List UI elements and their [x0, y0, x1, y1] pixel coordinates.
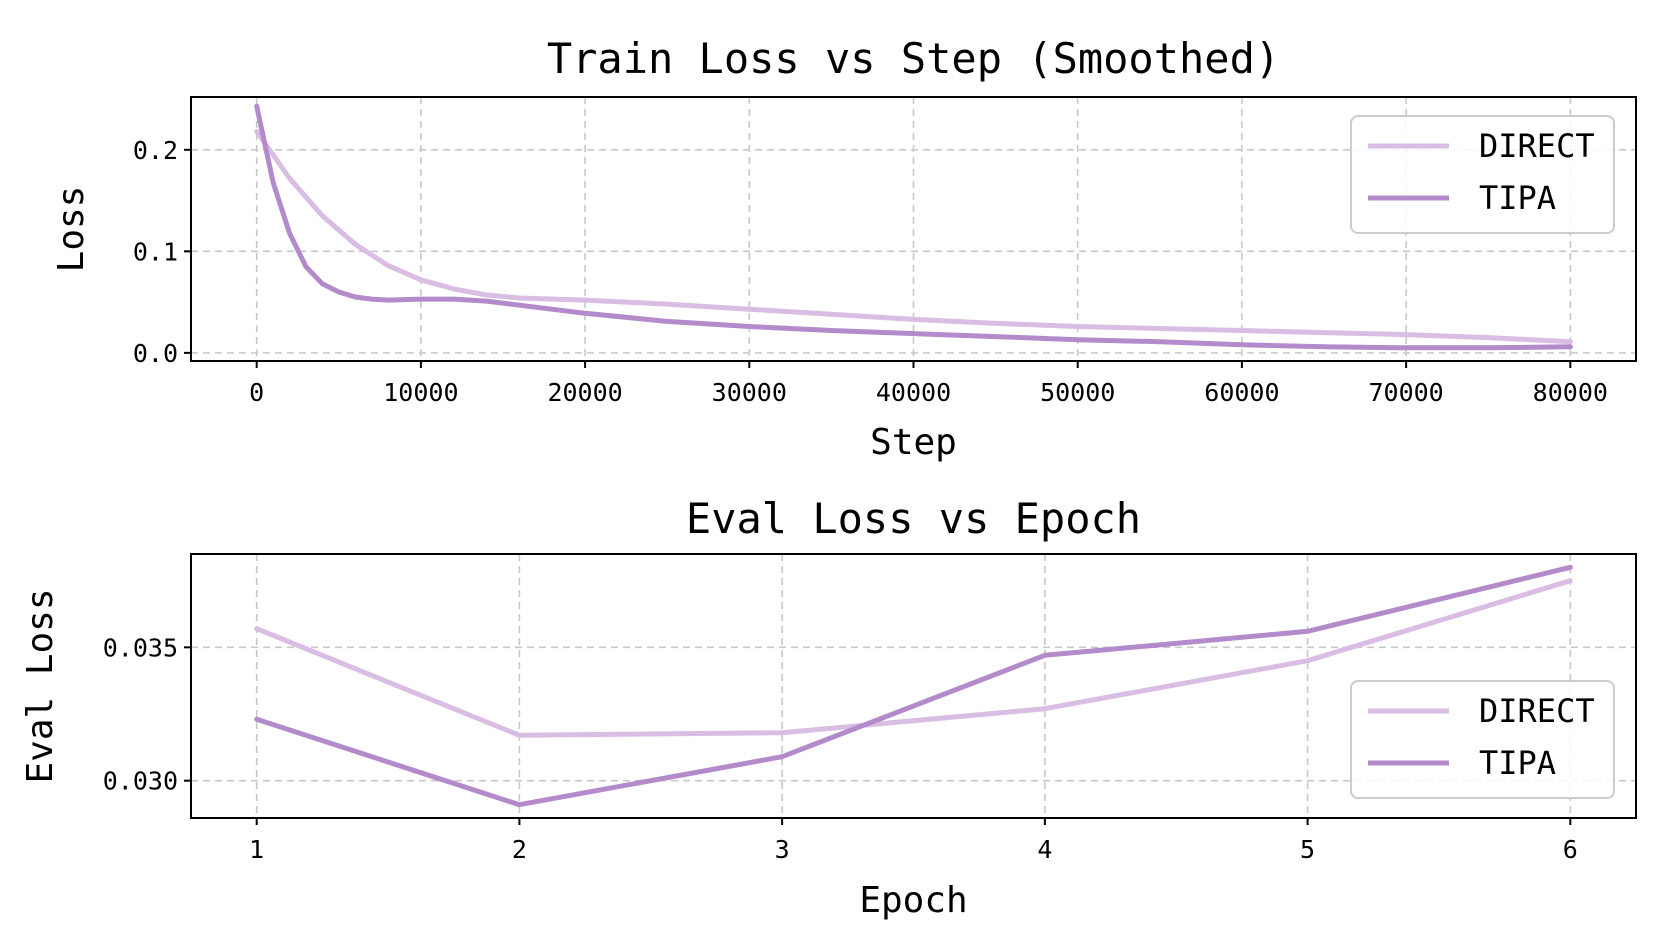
chart-panel-1: 0 10000 20000 30000 40000 50000 60000 70000 8000…: [51, 34, 1637, 463]
y-axis-label: Loss: [51, 186, 92, 273]
y-tick-label: 0.030: [103, 767, 178, 796]
y-tick-label: 0.2: [133, 136, 178, 165]
x-axis-label: Epoch: [859, 880, 967, 921]
x-tick-label: 80000: [1533, 378, 1608, 407]
x-tick-label: 5: [1300, 835, 1315, 864]
x-tick-label: 2: [512, 835, 527, 864]
legend-label-tipa: TIPA: [1479, 744, 1556, 782]
legend-label-direct: DIRECT: [1479, 127, 1595, 165]
x-tick-label: 40000: [876, 378, 951, 407]
y-tick-label: 0.0: [133, 339, 178, 368]
y-tick-label: 0.1: [133, 237, 178, 266]
x-tick-label: 4: [1037, 835, 1052, 864]
chart-title: Eval Loss vs Epoch: [686, 494, 1141, 543]
x-tick-label: 60000: [1204, 378, 1279, 407]
x-tick-label: 0: [249, 378, 264, 407]
x-axis-label: Step: [870, 422, 957, 463]
series-line-tipa: [254, 564, 1573, 808]
chart-title: Train Loss vs Step (Smoothed): [547, 34, 1280, 83]
y-axis-label: Eval Loss: [20, 588, 61, 783]
x-tick-label: 20000: [547, 378, 622, 407]
series-line-direct: [254, 578, 1573, 738]
legend-label-tipa: TIPA: [1479, 179, 1556, 217]
x-tick-label: 70000: [1368, 378, 1443, 407]
y-tick-label: 0.035: [103, 633, 178, 662]
series-line-direct: [254, 129, 1573, 345]
chart-panel-2: 1 2 3 4 5 6 0.030 0.035 Eval Loss vs Epoch Epoch E…: [20, 494, 1637, 921]
x-tick-label: 30000: [712, 378, 787, 407]
plot-frame: [190, 553, 1637, 819]
x-tick-label: 50000: [1040, 378, 1115, 407]
x-tick-label: 1: [249, 835, 264, 864]
legend: DIRECT TIPA: [1350, 115, 1615, 234]
legend-label-direct: DIRECT: [1479, 692, 1595, 730]
x-tick-label: 3: [775, 835, 790, 864]
x-tick-label: 10000: [383, 378, 458, 407]
x-tick-label: 6: [1563, 835, 1578, 864]
series-line-tipa: [254, 103, 1573, 351]
legend: DIRECT TIPA: [1350, 680, 1615, 799]
